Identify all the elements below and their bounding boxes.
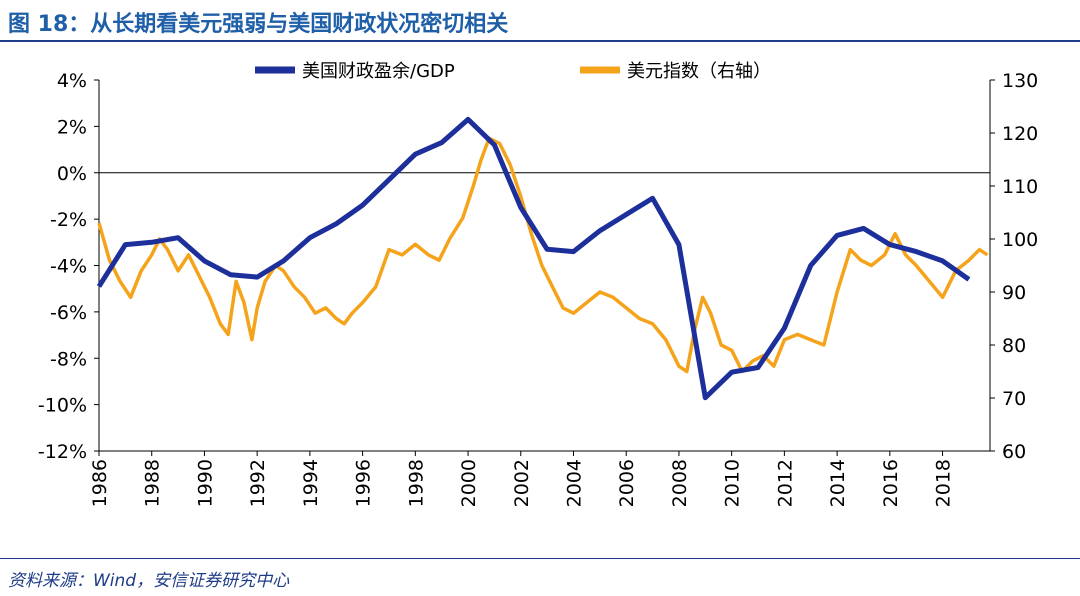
x-tick-label: 2012: [774, 459, 796, 507]
legend-label-deficit: 美国财政盈余/GDP: [302, 61, 455, 82]
left-tick-label: 0%: [57, 163, 87, 185]
x-tick-label: 1992: [247, 459, 269, 507]
right-tick-label: 120: [1002, 123, 1038, 145]
x-tick-label: 2016: [880, 459, 902, 507]
left-tick-label: 4%: [57, 70, 87, 92]
figure-title: 图 18：从长期看美元强弱与美国财政状况密切相关: [8, 12, 509, 37]
x-tick-label: 2004: [563, 459, 585, 507]
x-tick-label: 2006: [616, 459, 638, 507]
right-tick-label: 60: [1002, 441, 1026, 463]
series-line-deficit: [96, 116, 971, 401]
x-tick-label: 1986: [89, 459, 111, 507]
right-tick-label: 100: [1002, 229, 1038, 251]
left-tick-label: -12%: [38, 441, 87, 463]
left-tick-label: 2%: [57, 116, 87, 138]
x-tick-label: 2010: [722, 459, 744, 507]
left-tick-label: -8%: [50, 348, 87, 370]
x-tick-label: 1990: [194, 459, 216, 507]
right-tick-label: 80: [1002, 335, 1026, 357]
axes: -12% -10% -8% -6% -4% -2% 0% 2% 4% 60 70 80 90 100 110…: [38, 70, 1038, 507]
source-rule: [0, 558, 1080, 559]
x-tick-label: 1994: [300, 459, 322, 507]
x-tick-label: 1996: [353, 459, 375, 507]
chart: 美国财政盈余/GDP 美元指数（右轴） -12% -10% -8% -6% -4% -2%…: [38, 61, 1038, 507]
x-tick-label: 1998: [405, 459, 427, 507]
right-tick-label: 90: [1002, 282, 1026, 304]
left-tick-label: -10%: [38, 395, 87, 417]
left-tick-label: -4%: [50, 256, 87, 278]
x-tick-label: 2000: [458, 459, 480, 507]
x-tick-label: 2014: [827, 459, 849, 507]
right-tick-label: 70: [1002, 388, 1026, 410]
legend: 美国财政盈余/GDP 美元指数（右轴）: [255, 61, 771, 82]
x-tick-label: 2002: [511, 459, 533, 507]
series-line-dxy: [97, 136, 989, 374]
right-tick-label: 110: [1002, 176, 1038, 198]
plot-area: [96, 116, 989, 401]
title-rule: [0, 40, 1080, 42]
x-tick-label: 1988: [142, 459, 164, 507]
left-tick-label: -2%: [50, 209, 87, 231]
source-note: 资料来源：Wind，安信证券研究中心: [8, 571, 290, 591]
legend-label-dxy: 美元指数（右轴）: [627, 61, 771, 82]
right-tick-label: 130: [1002, 70, 1038, 92]
x-tick-label: 2008: [669, 459, 691, 507]
left-tick-label: -6%: [50, 302, 87, 324]
x-tick-label: 2018: [933, 459, 955, 507]
